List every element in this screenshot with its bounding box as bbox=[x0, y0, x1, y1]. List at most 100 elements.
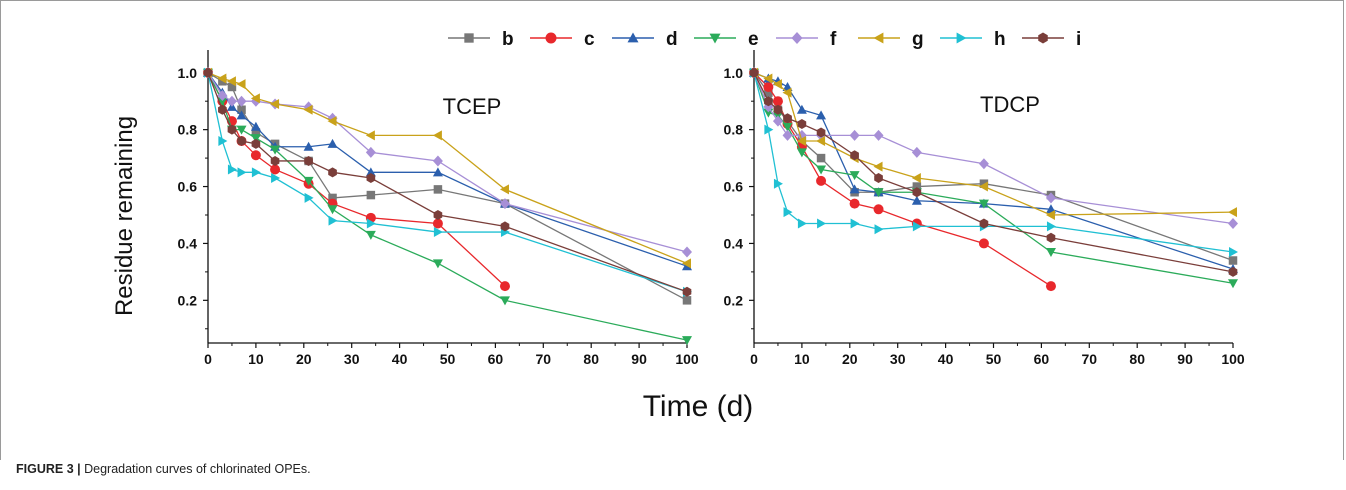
data-point-tdcp-b bbox=[1228, 256, 1238, 265]
data-point-tdcp-h bbox=[1229, 246, 1238, 257]
data-point-tdcp-g bbox=[873, 161, 883, 172]
data-point-tdcp-i bbox=[1046, 232, 1056, 243]
data-point-tcep-f bbox=[365, 146, 376, 158]
x-tick-label-tcep: 90 bbox=[631, 351, 647, 367]
data-point-tdcp-i bbox=[1228, 266, 1238, 277]
data-point-tcep-b bbox=[251, 128, 261, 137]
data-point-tdcp-h bbox=[773, 178, 783, 189]
data-point-tcep-b bbox=[682, 296, 692, 305]
legend-label-b: b bbox=[502, 29, 514, 50]
data-point-tcep-c bbox=[499, 281, 510, 292]
legend: b c d e f g h i bbox=[448, 29, 1081, 50]
data-point-tdcp-e bbox=[816, 165, 827, 175]
x-tick-label-tdcp: 40 bbox=[938, 351, 954, 367]
legend-marker-h bbox=[956, 32, 967, 44]
data-point-tdcp-g bbox=[772, 79, 782, 90]
data-point-tdcp-b bbox=[912, 182, 922, 191]
data-point-tcep-e bbox=[327, 205, 338, 215]
data-point-tdcp-f bbox=[873, 129, 884, 141]
data-point-tcep-g bbox=[303, 104, 313, 115]
x-tick-label-tcep: 70 bbox=[536, 351, 552, 367]
legend-label-e: e bbox=[748, 29, 759, 50]
data-point-tcep-g bbox=[250, 93, 260, 104]
data-point-tdcp-h bbox=[797, 218, 807, 229]
data-point-tdcp-e bbox=[1228, 279, 1238, 289]
data-point-tdcp-h bbox=[783, 207, 793, 218]
data-point-tcep-e bbox=[270, 145, 281, 155]
data-point-tdcp-d bbox=[816, 110, 827, 120]
x-tick-label-tdcp: 10 bbox=[794, 351, 810, 367]
data-point-tdcp-i bbox=[783, 113, 792, 124]
data-point-tcep-b bbox=[227, 82, 237, 92]
legend-label-i: i bbox=[1076, 29, 1081, 50]
legend-marker-b bbox=[464, 33, 474, 43]
data-point-tdcp-g bbox=[782, 87, 792, 98]
caption-text: Degradation curves of chlorinated OPEs. bbox=[80, 462, 311, 476]
data-point-tcep-d bbox=[365, 167, 376, 177]
x-tick-label-tcep: 50 bbox=[440, 351, 456, 367]
data-point-tdcp-f bbox=[772, 115, 783, 127]
data-point-tdcp-f bbox=[849, 129, 860, 141]
x-tick-label-tdcp: 50 bbox=[986, 351, 1002, 367]
data-point-tdcp-g bbox=[978, 181, 988, 192]
data-point-tdcp-e bbox=[1045, 247, 1056, 257]
data-point-tdcp-b bbox=[979, 179, 989, 188]
series-tcep-g bbox=[203, 67, 691, 269]
x-tick-label-tdcp: 80 bbox=[1129, 351, 1145, 367]
data-point-tcep-b bbox=[366, 190, 376, 200]
data-point-tcep-g bbox=[236, 79, 246, 90]
data-point-tcep-i bbox=[500, 221, 510, 232]
legend-item-d: d bbox=[612, 29, 678, 50]
data-point-tcep-i bbox=[682, 286, 692, 297]
legend-item-i: i bbox=[1022, 29, 1081, 50]
data-point-tcep-h bbox=[304, 192, 314, 203]
legend-marker-c bbox=[545, 32, 557, 44]
x-tick-label-tdcp: 0 bbox=[750, 351, 758, 367]
data-point-tdcp-b bbox=[764, 88, 773, 97]
x-tick-label-tcep: 10 bbox=[248, 351, 264, 367]
data-point-tcep-h bbox=[366, 218, 376, 229]
data-point-tdcp-g bbox=[911, 173, 921, 184]
data-point-tdcp-b bbox=[816, 153, 826, 163]
data-point-tdcp-h bbox=[912, 221, 922, 232]
data-point-tdcp-i bbox=[979, 218, 989, 229]
legend-marker-d bbox=[627, 32, 639, 43]
series-line-tcep-h bbox=[207, 72, 688, 293]
data-point-tdcp-e bbox=[849, 171, 860, 181]
data-point-tcep-g bbox=[682, 258, 691, 269]
data-point-tcep-d bbox=[432, 167, 443, 177]
y-tick-label-tcep: 0.6 bbox=[178, 179, 198, 195]
data-point-tcep-e bbox=[432, 259, 443, 269]
data-point-tcep-f bbox=[682, 246, 692, 258]
data-point-tdcp-g bbox=[763, 73, 773, 84]
data-point-tdcp-i bbox=[764, 96, 773, 107]
y-tick-label-tdcp: 1.0 bbox=[724, 65, 744, 81]
y-tick-label-tcep: 0.4 bbox=[178, 235, 198, 251]
data-point-tdcp-c bbox=[873, 204, 884, 215]
x-tick-label-tdcp: 90 bbox=[1177, 351, 1193, 367]
data-point-tcep-f bbox=[236, 95, 247, 107]
data-point-tdcp-e bbox=[978, 199, 989, 209]
legend-marker-f bbox=[791, 31, 803, 45]
data-point-tdcp-f bbox=[978, 158, 989, 170]
data-point-tdcp-e bbox=[796, 148, 807, 158]
x-tick-label-tcep: 80 bbox=[583, 351, 599, 367]
data-point-tdcp-g bbox=[1045, 209, 1055, 220]
data-point-tdcp-d bbox=[796, 104, 807, 114]
data-point-tcep-i bbox=[218, 104, 227, 115]
data-point-tcep-e bbox=[365, 230, 376, 240]
data-point-tdcp-f bbox=[1045, 192, 1056, 204]
x-tick-label-tcep: 60 bbox=[488, 351, 504, 367]
data-point-tdcp-i bbox=[816, 127, 826, 138]
legend-item-g: g bbox=[858, 29, 924, 50]
data-point-tdcp-d bbox=[911, 195, 922, 205]
legend-label-h: h bbox=[994, 29, 1006, 50]
data-point-tdcp-h bbox=[764, 124, 774, 135]
x-tick-label-tcep: 20 bbox=[296, 351, 312, 367]
series-tcep-i bbox=[203, 67, 692, 297]
data-point-tcep-b bbox=[328, 193, 337, 203]
data-point-tcep-c bbox=[250, 150, 261, 161]
data-point-tcep-e bbox=[499, 296, 510, 306]
panel-tcep: 0 10 20 30 40 50 60 70 80 90 100 0.2 0.4 0.6 0.8 1.0 TCE… bbox=[178, 50, 699, 367]
